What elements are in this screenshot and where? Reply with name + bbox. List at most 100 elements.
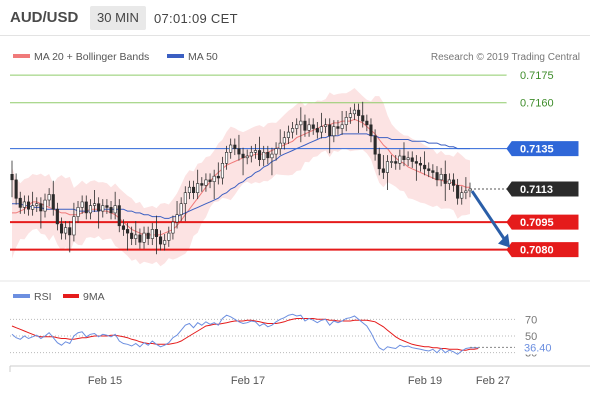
rsi-legend: RSI 9MA — [13, 291, 105, 303]
candle — [31, 191, 35, 216]
candle — [237, 134, 241, 161]
candle-body — [14, 179, 18, 199]
level-label-box-0.7135 — [506, 141, 579, 157]
candle — [336, 120, 340, 135]
candle-body — [249, 152, 253, 157]
candle-body — [262, 152, 266, 160]
candle — [431, 164, 435, 179]
x-tick-label: Feb 15 — [88, 375, 122, 387]
candle — [93, 189, 97, 212]
candle — [274, 142, 278, 161]
candle — [357, 103, 361, 134]
candle-body — [332, 126, 336, 137]
candle — [377, 147, 381, 176]
candle-body — [142, 232, 146, 243]
candle-body — [159, 236, 163, 245]
candle — [398, 149, 402, 170]
ma20-line — [12, 118, 470, 236]
candle-body — [31, 205, 35, 210]
candle — [443, 160, 447, 201]
candle-body — [377, 153, 381, 170]
level-label-box-0.7113 — [506, 181, 579, 197]
candle-body — [295, 124, 299, 129]
candle — [290, 122, 295, 139]
ma20-legend-label: MA 20 + Bollinger Bands — [34, 51, 149, 63]
candle — [216, 162, 220, 185]
candle-body — [43, 199, 47, 212]
candle-body — [468, 188, 472, 192]
candle-body — [212, 175, 216, 182]
candle-body — [365, 120, 369, 126]
candle — [175, 200, 179, 229]
candle-body — [385, 161, 390, 173]
candle — [311, 118, 315, 135]
candle-body — [105, 205, 109, 208]
ma50-legend-label: MA 50 — [188, 51, 218, 63]
candle-body — [68, 227, 72, 236]
candle-body — [229, 144, 233, 153]
arrow-shaft — [470, 190, 508, 243]
candle — [456, 178, 460, 205]
candle-body — [196, 183, 200, 193]
candle-body — [439, 174, 443, 181]
rsi-level-label-50: 50 — [525, 331, 537, 343]
time-axis: Feb 15 Feb 17 Feb 19 Feb 27 — [88, 375, 510, 387]
candle — [212, 169, 216, 200]
candle — [257, 136, 262, 167]
candle — [113, 191, 117, 220]
candle-body — [97, 203, 101, 212]
candle — [126, 223, 130, 251]
candle — [134, 221, 138, 246]
candle-body — [303, 120, 307, 131]
candle — [427, 162, 431, 178]
candle — [150, 223, 154, 246]
candle — [332, 120, 336, 143]
candle-body — [179, 203, 183, 215]
candle — [72, 202, 76, 242]
timeframe-badge[interactable]: 30 MIN — [90, 6, 146, 30]
rsi-pane: 70503036.40 — [10, 313, 561, 360]
candle — [14, 173, 18, 205]
candle-body — [286, 131, 291, 138]
candle-body — [10, 174, 14, 181]
candle-body — [126, 229, 130, 234]
candle-body — [204, 179, 208, 186]
candle — [241, 147, 245, 176]
candle — [410, 151, 414, 168]
candle-body — [18, 197, 22, 208]
candle — [88, 199, 92, 220]
candle-body — [64, 227, 68, 234]
candle — [323, 118, 328, 134]
level-label-0.7095: 0.7095 — [520, 217, 554, 229]
level-label-0.7113: 0.7113 — [520, 184, 553, 196]
candle — [270, 147, 274, 176]
rsi-legend-label: RSI — [34, 291, 52, 303]
arrow-head — [498, 233, 510, 248]
candle — [22, 195, 26, 214]
candle — [328, 118, 332, 154]
candle-body — [394, 161, 398, 164]
chart-header: AUD/USD 30 MIN 07:01:09 CET — [0, 0, 590, 36]
candle-body — [138, 234, 142, 243]
candle — [43, 193, 47, 218]
level-label-box-0.7175 — [506, 67, 579, 83]
candle-body — [299, 120, 303, 126]
candle-body — [336, 126, 340, 129]
candle-body — [154, 229, 158, 237]
candle — [59, 217, 64, 240]
candle-body — [361, 115, 365, 122]
candle — [167, 226, 171, 247]
candle-body — [274, 148, 278, 155]
candle — [47, 188, 51, 207]
candle-body — [328, 124, 332, 137]
candle-body — [76, 207, 80, 217]
candle-body — [390, 161, 394, 163]
candle-body — [410, 157, 414, 162]
candle-body — [402, 155, 406, 161]
candle — [97, 197, 101, 229]
forecast-arrow — [470, 190, 510, 248]
candle — [220, 156, 224, 185]
candle-body — [121, 225, 125, 230]
candle-body — [51, 194, 55, 210]
candle — [196, 169, 200, 200]
